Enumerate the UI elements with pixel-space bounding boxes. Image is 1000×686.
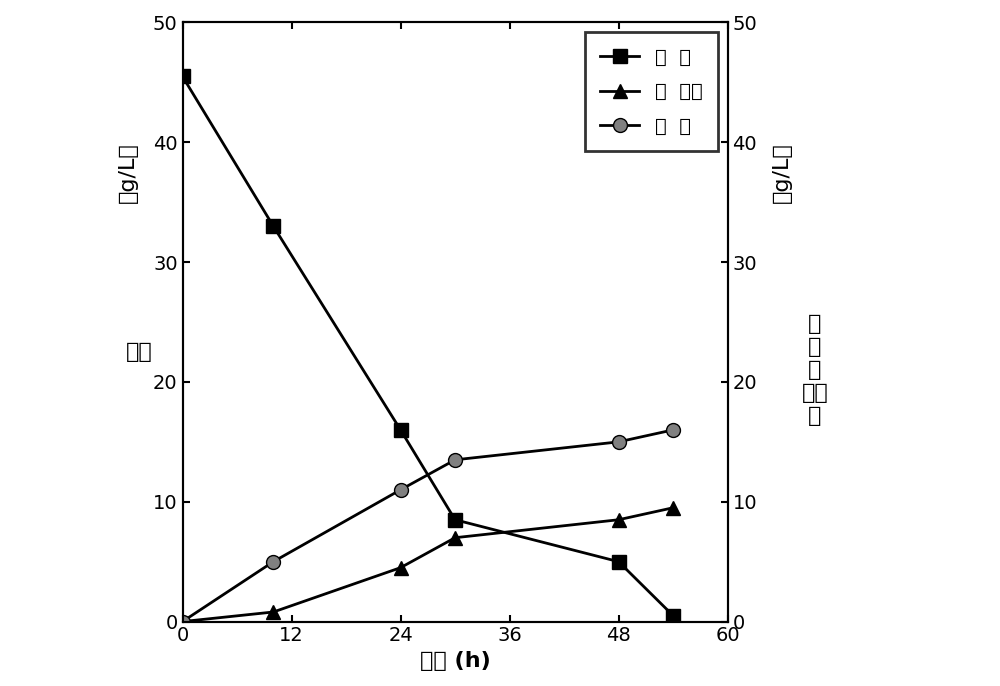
Text: （g/L）: （g/L）: [118, 142, 138, 202]
X-axis label: 时间 (h): 时间 (h): [420, 651, 490, 671]
木  糖: [176, 72, 188, 80]
Legend: 木  糖, 木  糖醇, 乙  醇: 木 糖, 木 糖醇, 乙 醇: [585, 32, 718, 152]
Line: 乙  醇: 乙 醇: [176, 423, 680, 628]
乙  醇: [613, 438, 625, 446]
Line: 木  糖: 木 糖: [176, 69, 680, 622]
木  糖: [395, 426, 407, 434]
木  糖醇: [267, 608, 279, 616]
Text: 木糖: 木糖: [126, 342, 152, 362]
Text: （g/L）: （g/L）: [772, 142, 792, 202]
木  糖: [613, 558, 625, 566]
乙  醇: [667, 426, 679, 434]
木  糖醇: [176, 617, 188, 626]
Text: 木
糖
醇
和乙
醇: 木 糖 醇 和乙 醇: [801, 314, 828, 427]
乙  醇: [267, 558, 279, 566]
木  糖: [267, 222, 279, 230]
乙  醇: [176, 617, 188, 626]
木  糖: [449, 516, 461, 524]
乙  醇: [395, 486, 407, 494]
木  糖醇: [449, 534, 461, 542]
木  糖: [667, 611, 679, 619]
Line: 木  糖醇: 木 糖醇: [176, 501, 680, 628]
木  糖醇: [395, 564, 407, 572]
乙  醇: [449, 456, 461, 464]
木  糖醇: [613, 516, 625, 524]
木  糖醇: [667, 504, 679, 512]
